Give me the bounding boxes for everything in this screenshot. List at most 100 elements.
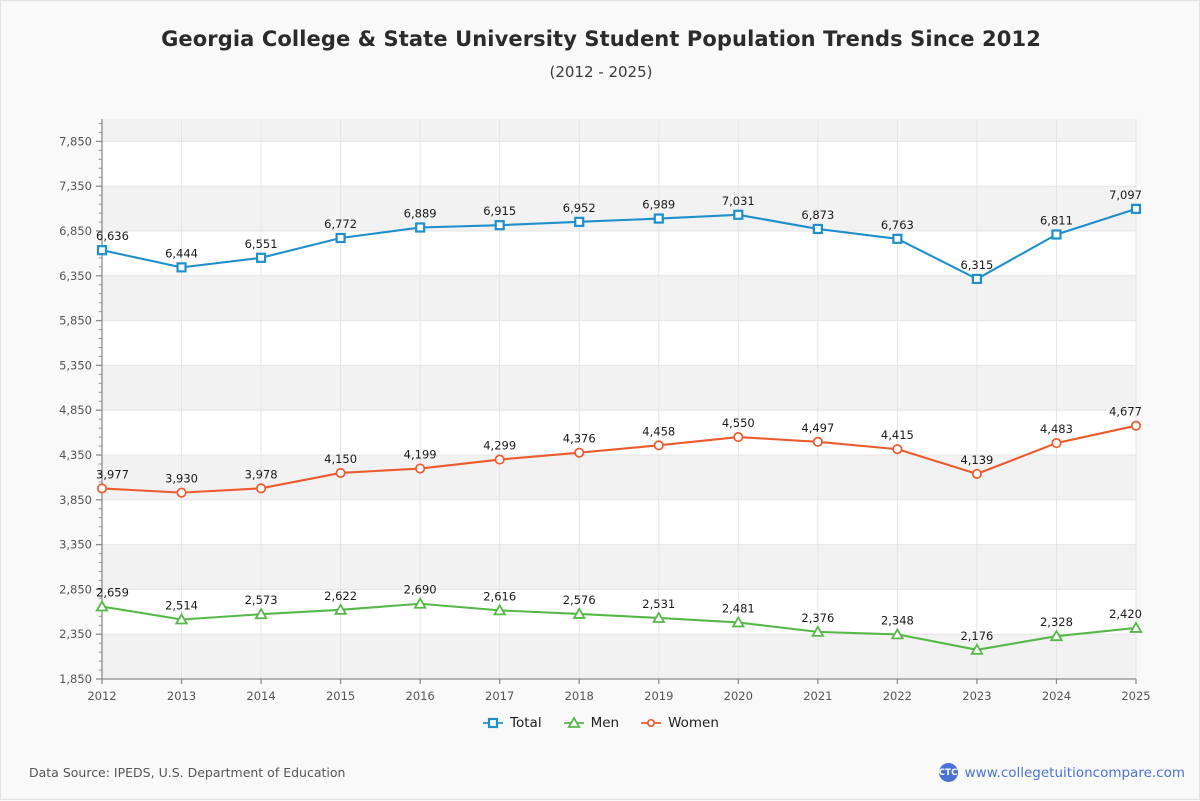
- data-label-men: 2,573: [245, 593, 278, 607]
- x-axis-tick-label: 2025: [1121, 689, 1150, 703]
- plot-band: [102, 275, 1136, 321]
- plot-band: [102, 634, 1136, 679]
- data-point-women[interactable]: [1130, 420, 1142, 431]
- data-point-women[interactable]: [494, 454, 505, 465]
- y-axis-tick-label: 4,350: [59, 448, 92, 462]
- data-label-men: 2,328: [1040, 615, 1073, 629]
- x-axis-tick-label: 2017: [485, 689, 514, 703]
- data-point-total[interactable]: [255, 252, 267, 263]
- y-axis-tick-label: 7,350: [59, 179, 92, 193]
- plot-band: [102, 186, 1136, 231]
- data-label-total: 6,952: [563, 201, 596, 215]
- data-label-men: 2,376: [801, 611, 834, 625]
- series-line-total: [100, 207, 1138, 280]
- y-axis-tick-label: 2,850: [59, 582, 92, 596]
- data-label-women: 4,458: [642, 424, 675, 438]
- plot-band: [102, 119, 1136, 142]
- data-point-men[interactable]: [811, 625, 825, 637]
- data-label-men: 2,576: [563, 593, 596, 607]
- data-point-total[interactable]: [335, 232, 346, 244]
- x-axis-tick-label: 2021: [803, 689, 832, 703]
- data-point-men[interactable]: [1129, 621, 1143, 633]
- legend-label: Men: [590, 715, 620, 731]
- y-axis-tick-label: 5,350: [59, 358, 92, 372]
- data-point-total[interactable]: [892, 233, 903, 244]
- data-point-women[interactable]: [971, 468, 982, 479]
- data-point-total[interactable]: [1051, 229, 1062, 240]
- data-point-men[interactable]: [95, 599, 109, 612]
- circle-marker-icon: [641, 718, 662, 728]
- data-point-men[interactable]: [731, 615, 746, 628]
- data-point-total[interactable]: [1130, 203, 1142, 214]
- data-point-total[interactable]: [812, 223, 823, 235]
- x-axis-tick-label: 2018: [565, 689, 594, 703]
- x-axis-tick-label: 2024: [1042, 689, 1071, 703]
- data-label-total: 6,551: [245, 237, 278, 251]
- x-axis-tick-label: 2014: [246, 689, 275, 703]
- data-label-women: 4,550: [722, 416, 755, 430]
- data-label-men: 2,420: [1109, 607, 1142, 621]
- data-label-men: 2,616: [483, 589, 516, 603]
- data-label-women: 4,299: [483, 439, 516, 453]
- data-point-men[interactable]: [572, 607, 586, 619]
- data-point-women[interactable]: [335, 467, 346, 478]
- data-point-total[interactable]: [96, 245, 108, 256]
- data-point-women[interactable]: [574, 447, 585, 458]
- data-point-total[interactable]: [733, 209, 744, 220]
- data-label-women: 3,978: [245, 467, 278, 481]
- data-point-men[interactable]: [333, 603, 348, 615]
- data-point-men[interactable]: [174, 612, 189, 625]
- y-axis-tick-label: 2,350: [59, 627, 92, 641]
- data-label-men: 2,176: [960, 629, 993, 643]
- y-axis-tick-label: 5,850: [59, 314, 92, 328]
- data-source-label: Data Source: IPEDS, U.S. Department of E…: [29, 765, 346, 780]
- data-point-women[interactable]: [415, 463, 426, 474]
- data-point-men[interactable]: [254, 607, 268, 620]
- data-point-women[interactable]: [176, 487, 187, 498]
- data-label-men: 2,622: [324, 589, 357, 603]
- brand-url-label[interactable]: www.collegetuitioncompare.com: [964, 764, 1185, 781]
- data-point-men[interactable]: [413, 596, 427, 609]
- data-point-total[interactable]: [176, 262, 187, 273]
- data-label-women: 3,977: [96, 467, 129, 481]
- data-point-men[interactable]: [890, 627, 905, 640]
- x-axis-tick-label: 2020: [724, 689, 753, 703]
- data-point-men[interactable]: [1049, 629, 1064, 642]
- data-point-total[interactable]: [415, 222, 426, 233]
- y-axis-tick-label: 4,850: [59, 403, 92, 417]
- data-point-women[interactable]: [812, 436, 823, 447]
- data-point-women[interactable]: [653, 440, 664, 451]
- data-label-women: 4,199: [404, 448, 437, 462]
- data-point-men[interactable]: [652, 611, 666, 623]
- plot-band: [102, 455, 1136, 500]
- legend-item-men[interactable]: Men: [563, 715, 620, 731]
- page-title: Georgia College & State University Stude…: [161, 27, 1041, 51]
- x-axis-tick-label: 2023: [962, 689, 991, 703]
- data-label-total: 6,763: [881, 218, 914, 232]
- y-axis-tick-label: 3,350: [59, 538, 92, 552]
- triangle-marker-icon: [563, 716, 584, 728]
- legend-item-women[interactable]: Women: [641, 715, 719, 731]
- legend-item-total[interactable]: Total: [483, 715, 542, 731]
- data-point-women[interactable]: [256, 483, 267, 494]
- data-point-men[interactable]: [492, 603, 507, 616]
- data-point-women[interactable]: [1051, 438, 1062, 449]
- x-axis-tick-label: 2022: [883, 689, 912, 703]
- data-point-total[interactable]: [971, 273, 983, 285]
- x-axis-tick-label: 2016: [406, 689, 435, 703]
- data-label-men: 2,348: [881, 613, 914, 627]
- data-point-men[interactable]: [970, 642, 984, 655]
- data-point-total[interactable]: [574, 216, 585, 227]
- data-point-total[interactable]: [494, 220, 505, 231]
- chart-legend: Total Men Women: [1, 715, 1200, 731]
- data-label-women: 4,150: [324, 452, 357, 466]
- data-label-women: 4,139: [960, 453, 993, 467]
- data-point-women[interactable]: [892, 444, 903, 455]
- data-label-men: 2,514: [165, 599, 198, 613]
- data-point-women[interactable]: [733, 432, 744, 443]
- brand-watermark: CTC www.collegetuitioncompare.com: [938, 763, 1185, 782]
- data-point-women[interactable]: [96, 483, 108, 494]
- data-point-total[interactable]: [653, 213, 664, 224]
